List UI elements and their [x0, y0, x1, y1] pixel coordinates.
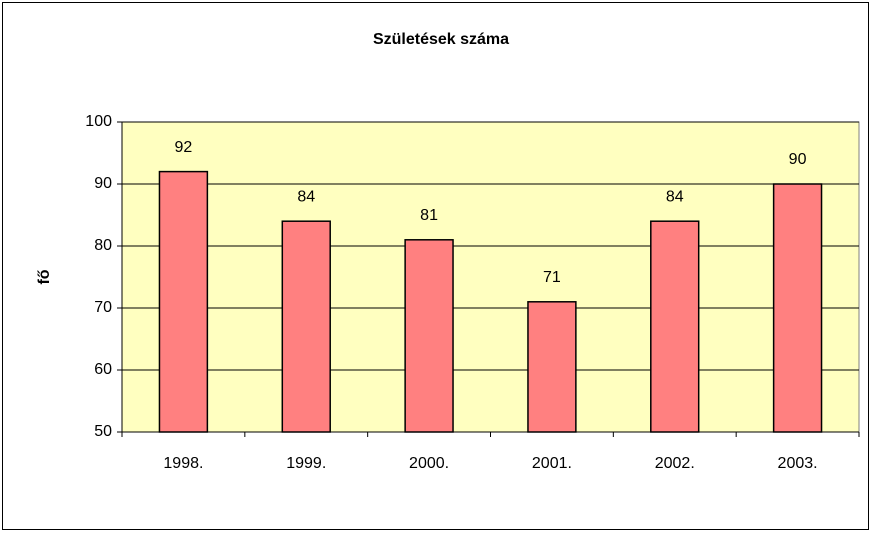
x-tick-label: 1999.	[286, 455, 326, 472]
bar	[404, 239, 454, 433]
data-label: 81	[420, 207, 438, 224]
x-tick-label: 2002.	[655, 455, 695, 472]
plot-area	[121, 121, 860, 433]
y-tick-label: 100	[85, 113, 112, 130]
x-tick-label: 2000.	[409, 455, 449, 472]
data-label: 92	[175, 139, 193, 156]
data-label: 90	[789, 151, 807, 168]
y-tick-label: 90	[94, 175, 112, 192]
y-tick-label: 80	[94, 237, 112, 254]
chart-title: Születések száma	[373, 31, 509, 48]
data-label: 84	[297, 188, 315, 205]
y-tick-label: 60	[94, 361, 112, 378]
data-label: 84	[666, 188, 684, 205]
x-tick-label: 2001.	[532, 455, 572, 472]
bar	[527, 301, 577, 433]
x-tick-label: 2003.	[778, 455, 818, 472]
bar	[281, 220, 331, 433]
bar	[650, 220, 700, 433]
bar	[772, 183, 823, 433]
bar	[158, 170, 209, 433]
data-label: 71	[543, 269, 561, 286]
y-axis-label: fő	[36, 269, 53, 284]
y-tick-label: 50	[94, 423, 112, 440]
y-tick-label: 70	[94, 299, 112, 316]
x-tick-label: 1998.	[163, 455, 203, 472]
